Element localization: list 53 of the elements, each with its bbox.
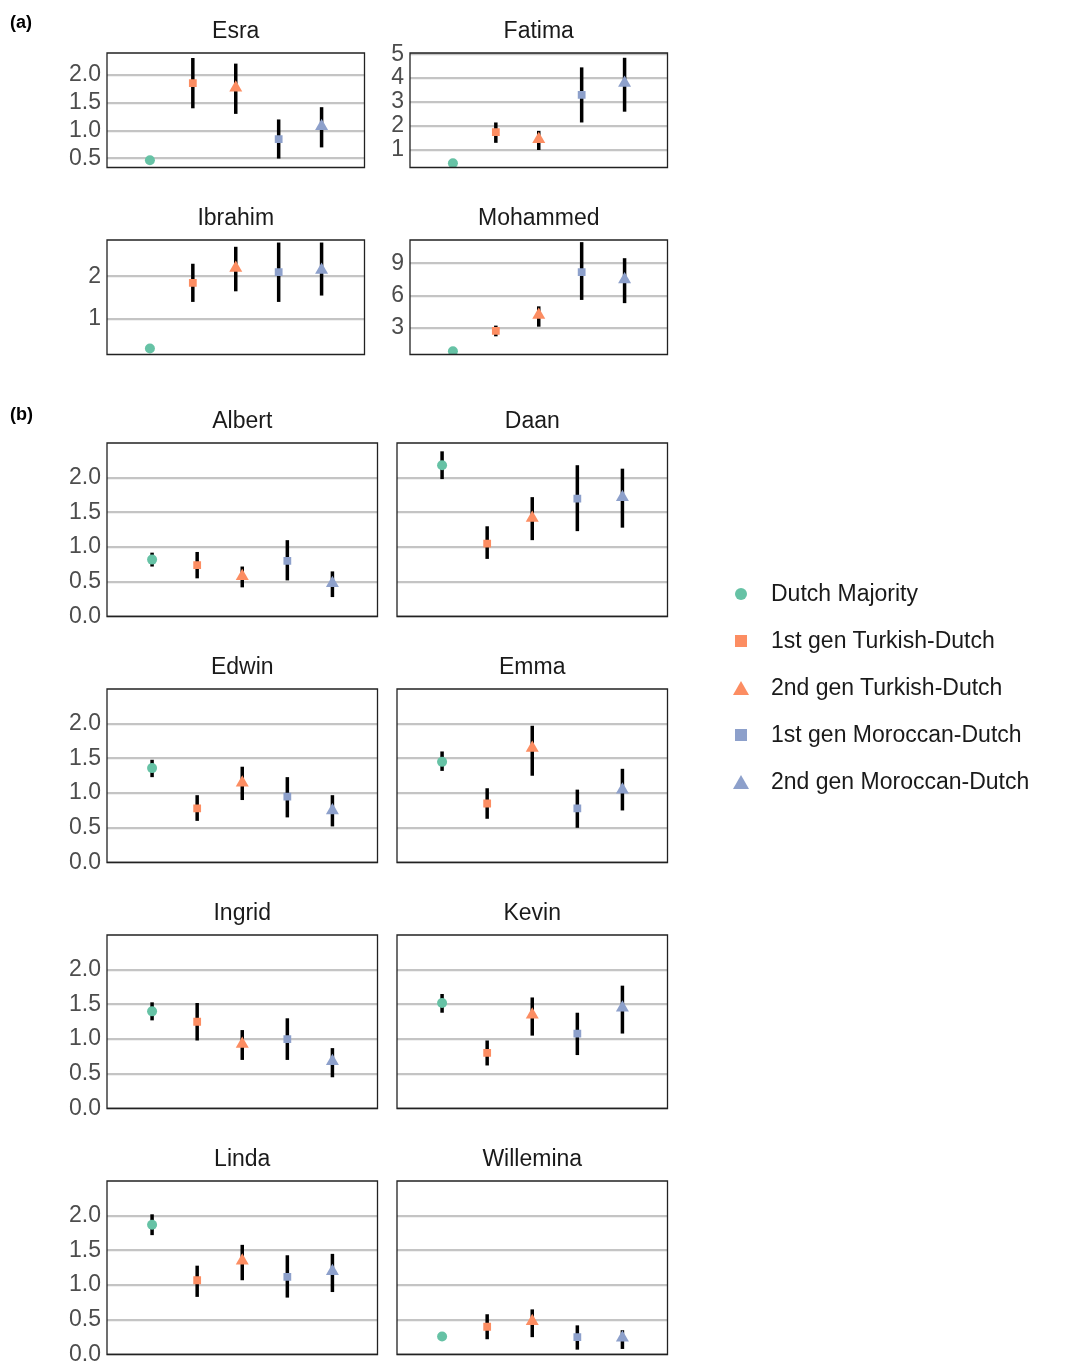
chart-title: Kevin <box>503 898 562 925</box>
y-tick-label: 0.0 <box>69 847 101 874</box>
y-tick-label: 1.0 <box>69 532 101 559</box>
legend-label: 2nd gen Turkish-Dutch <box>771 674 1003 701</box>
y-tick-label: 1.5 <box>69 497 101 524</box>
y-tick-label: 6 <box>391 280 404 307</box>
y-tick-label: 1.0 <box>69 778 101 805</box>
y-tick-label: 1.0 <box>69 115 101 142</box>
y-tick-label: 2.0 <box>69 709 101 736</box>
chart-title: Fatima <box>503 16 575 43</box>
chart-title: Willemina <box>482 1144 583 1171</box>
y-tick-label: 0.5 <box>69 1305 101 1332</box>
legend-label: 2nd gen Moroccan-Dutch <box>771 768 1030 795</box>
y-tick-label: 0.5 <box>69 567 101 594</box>
legend-label: Dutch Majority <box>771 580 918 607</box>
y-tick-label: 2.0 <box>69 60 101 87</box>
chart-title: Albert <box>212 406 273 433</box>
legend-label: 1st gen Moroccan-Dutch <box>771 721 1022 748</box>
y-tick-label: 4 <box>391 63 405 90</box>
y-tick-label: 1 <box>88 304 101 331</box>
text: (a) <box>10 11 32 32</box>
chart-title: Ibrahim <box>197 203 275 230</box>
y-tick-label: 1.5 <box>69 743 101 770</box>
y-tick-label: 2.0 <box>69 955 101 982</box>
y-tick-label: 9 <box>391 248 404 275</box>
y-tick-label: 1 <box>391 135 404 162</box>
y-tick-label: 0.5 <box>69 813 101 840</box>
y-tick-label: 0.0 <box>69 601 101 628</box>
chart-title: Esra <box>212 16 260 43</box>
y-tick-label: 0.5 <box>69 1059 101 1086</box>
y-tick-label: 1.5 <box>69 989 101 1016</box>
y-tick-label: 2 <box>391 111 404 138</box>
chart-title: Edwin <box>210 652 274 679</box>
y-tick-label: 0.0 <box>69 1093 101 1120</box>
chart-title: Ingrid <box>213 898 272 925</box>
chart-title: Linda <box>214 1144 271 1171</box>
chart-title: Daan <box>504 406 560 433</box>
y-tick-label: 2.0 <box>69 463 101 490</box>
y-tick-label: 0.5 <box>69 143 101 170</box>
y-tick-label: 3 <box>391 87 404 114</box>
y-tick-label: 1.0 <box>69 1270 101 1297</box>
y-tick-label: 0.0 <box>69 1339 101 1361</box>
y-tick-label: 3 <box>391 313 404 340</box>
y-tick-label: 1.0 <box>69 1024 101 1051</box>
text: (b) <box>10 403 33 424</box>
y-tick-label: 1.5 <box>69 1235 101 1262</box>
legend-label: 1st gen Turkish-Dutch <box>771 627 995 654</box>
chart-title: Emma <box>499 652 566 679</box>
y-tick-label: 2.0 <box>69 1201 101 1228</box>
y-tick-label: 2 <box>88 261 101 288</box>
chart-title: Mohammed <box>478 203 600 230</box>
y-tick-label: 5 <box>391 39 404 66</box>
y-tick-label: 1.5 <box>69 88 101 115</box>
